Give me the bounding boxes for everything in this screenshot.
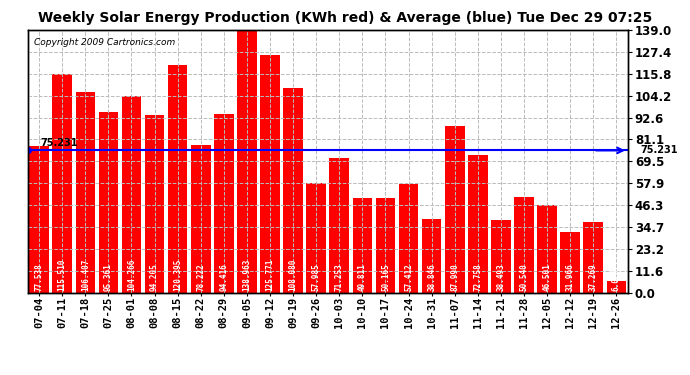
Text: 104.266: 104.266 (127, 258, 136, 291)
Text: 138.963: 138.963 (242, 258, 251, 291)
Text: 125.771: 125.771 (266, 258, 275, 291)
Bar (260, 55, 280, 292)
Text: 71.253: 71.253 (335, 263, 344, 291)
Bar (422, 219, 442, 292)
Text: 49.811: 49.811 (358, 263, 367, 291)
Bar (445, 126, 464, 292)
Text: 6.079: 6.079 (612, 267, 621, 291)
Text: 94.205: 94.205 (150, 263, 159, 291)
Text: 75.231: 75.231 (640, 146, 678, 155)
Bar (491, 220, 511, 292)
Text: 108.080: 108.080 (288, 258, 297, 291)
Bar (168, 65, 188, 292)
Bar (30, 146, 49, 292)
Text: 37.269: 37.269 (589, 263, 598, 291)
Text: 75.231: 75.231 (40, 138, 78, 148)
Text: 94.416: 94.416 (219, 263, 228, 291)
Text: 87.990: 87.990 (451, 263, 460, 291)
Bar (75, 92, 95, 292)
Text: 50.540: 50.540 (520, 263, 529, 291)
Text: 38.493: 38.493 (496, 263, 505, 291)
Bar (330, 158, 349, 292)
Text: 57.985: 57.985 (312, 263, 321, 291)
Bar (584, 222, 603, 292)
Text: 50.165: 50.165 (381, 263, 390, 291)
Text: 46.501: 46.501 (542, 263, 551, 291)
Bar (353, 198, 372, 292)
Bar (306, 183, 326, 292)
Text: Copyright 2009 Cartronics.com: Copyright 2009 Cartronics.com (34, 38, 175, 47)
Bar (284, 88, 303, 292)
Text: 57.412: 57.412 (404, 263, 413, 291)
Bar (237, 30, 257, 292)
Text: 31.966: 31.966 (566, 263, 575, 291)
Text: 106.407: 106.407 (81, 258, 90, 291)
Bar (191, 145, 210, 292)
Text: 78.222: 78.222 (196, 263, 205, 291)
Bar (121, 96, 141, 292)
Bar (214, 114, 234, 292)
Text: 72.758: 72.758 (473, 263, 482, 291)
Text: 115.510: 115.510 (58, 258, 67, 291)
Bar (145, 115, 164, 292)
Text: 38.846: 38.846 (427, 263, 436, 291)
Text: 120.395: 120.395 (173, 258, 182, 291)
Bar (52, 74, 72, 292)
Bar (468, 155, 488, 292)
Bar (560, 232, 580, 292)
Bar (538, 205, 557, 292)
Text: 77.538: 77.538 (34, 263, 43, 291)
Text: 95.361: 95.361 (104, 263, 113, 291)
Bar (607, 281, 626, 292)
Bar (99, 112, 118, 292)
Bar (514, 197, 534, 292)
Bar (375, 198, 395, 292)
Text: Weekly Solar Energy Production (KWh red) & Average (blue) Tue Dec 29 07:25: Weekly Solar Energy Production (KWh red)… (38, 11, 652, 25)
Bar (399, 184, 418, 292)
